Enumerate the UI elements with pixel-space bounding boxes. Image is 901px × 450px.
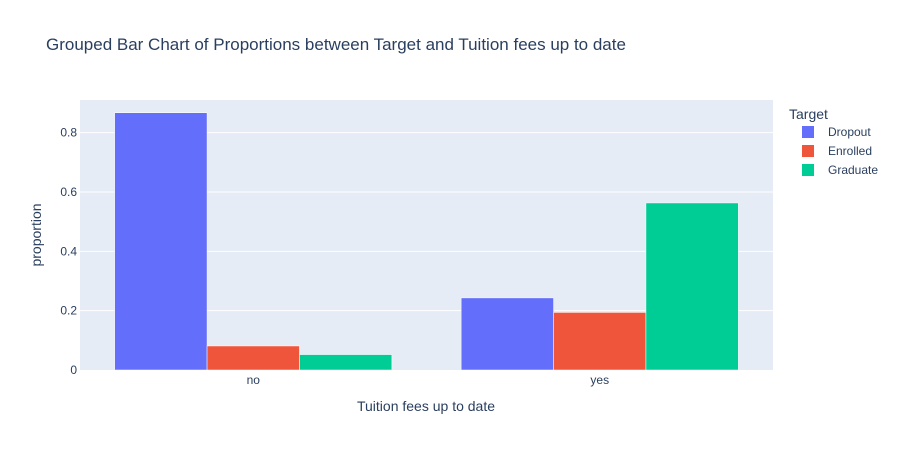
x-axis-ticks: no yes <box>247 373 610 387</box>
bar-dropout-yes <box>460 297 554 371</box>
bar-enrolled-no <box>206 345 300 371</box>
bar-graduate-yes <box>645 202 739 371</box>
bar-dropout-no <box>114 112 208 371</box>
x-tick-label: yes <box>590 373 609 387</box>
legend[interactable]: Target Dropout Enrolled Graduate <box>789 106 878 177</box>
x-axis-title: Tuition fees up to date <box>357 398 495 414</box>
legend-title: Target <box>789 106 828 122</box>
y-tick-label: 0.4 <box>60 244 77 258</box>
legend-label-enrolled: Enrolled <box>828 144 872 158</box>
legend-swatch-dropout <box>802 126 814 138</box>
chart-title: Grouped Bar Chart of Proportions between… <box>46 35 626 54</box>
y-axis-ticks: 0 0.2 0.4 0.6 0.8 <box>60 126 77 377</box>
x-tick-label: no <box>247 373 261 387</box>
legend-label-dropout: Dropout <box>828 125 871 139</box>
bar-enrolled-yes <box>553 312 647 371</box>
bars <box>114 112 739 371</box>
y-tick-label: 0.6 <box>60 185 77 199</box>
legend-swatch-graduate <box>802 164 814 176</box>
legend-swatch-enrolled <box>802 145 814 157</box>
y-axis-title: proportion <box>28 203 44 266</box>
y-tick-label: 0 <box>70 363 77 377</box>
y-tick-label: 0.2 <box>60 304 77 318</box>
legend-label-graduate: Graduate <box>828 163 878 177</box>
y-tick-label: 0.8 <box>60 126 77 140</box>
bar-graduate-no <box>299 354 393 371</box>
